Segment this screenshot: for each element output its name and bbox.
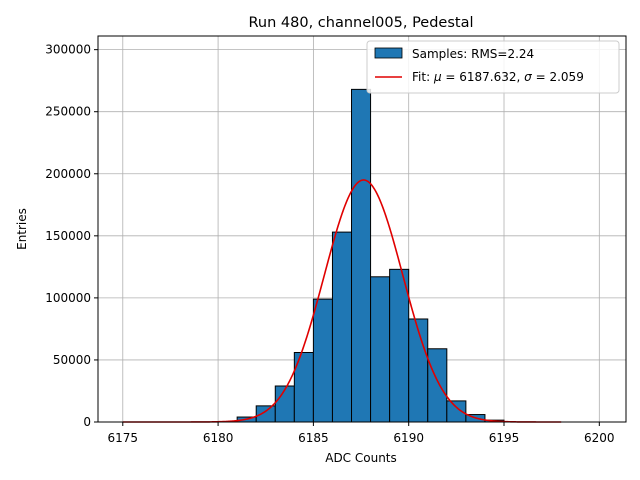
legend: Samples: RMS=2.24 Fit: μ = 6187.632, σ =…	[366, 40, 620, 94]
x-tick-label: 6175	[108, 431, 139, 445]
histogram-bar	[274, 385, 295, 423]
x-tick-label: 6190	[393, 431, 424, 445]
bars	[236, 88, 505, 423]
fit-prefix: Fit:	[412, 70, 434, 84]
plot-frame	[97, 35, 627, 423]
mu-eq: =	[442, 70, 460, 84]
legend-label-fit: Fit: μ = 6187.632, σ = 2.059	[412, 70, 584, 84]
sigma-value: 2.059	[549, 70, 583, 84]
y-ticks: 0 50000 100000 150000 200000 250000 300000	[45, 43, 98, 429]
y-tick-label: 300000	[45, 43, 91, 57]
y-tick-label: 50000	[53, 353, 91, 367]
mu-symbol: μ	[433, 70, 442, 84]
y-tick-label: 150000	[45, 229, 91, 243]
histogram-bar	[427, 348, 448, 423]
x-tick-label: 6195	[489, 431, 520, 445]
x-tick-label: 6185	[298, 431, 329, 445]
legend-swatch-samples	[374, 47, 403, 59]
histogram-bar	[389, 268, 410, 423]
legend-box	[366, 40, 620, 94]
sigma-symbol: σ	[524, 70, 532, 84]
histogram-bar	[408, 318, 429, 423]
sigma-eq: =	[532, 70, 550, 84]
y-tick-label: 250000	[45, 105, 91, 119]
histogram-bar	[370, 276, 391, 423]
histogram-bar	[351, 88, 372, 423]
chart-title: Run 480, channel005, Pedestal	[248, 15, 473, 31]
y-tick-label: 100000	[45, 291, 91, 305]
x-tick-label: 6200	[584, 431, 615, 445]
legend-label-samples: Samples: RMS=2.24	[412, 47, 534, 61]
histogram-bar	[312, 298, 333, 423]
x-tick-label: 6180	[203, 431, 234, 445]
x-axis-label: ADC Counts	[325, 451, 397, 465]
y-tick-label: 200000	[45, 167, 91, 181]
histogram-bar	[255, 405, 276, 423]
x-ticks: 6175 6180 6185 6190 6195 6200	[108, 422, 615, 445]
y-tick-label: 0	[83, 415, 91, 429]
y-axis-label: Entries	[15, 208, 29, 250]
histogram-bar	[331, 231, 353, 423]
sep: ,	[517, 70, 525, 84]
mu-value: 6187.632	[459, 70, 516, 84]
